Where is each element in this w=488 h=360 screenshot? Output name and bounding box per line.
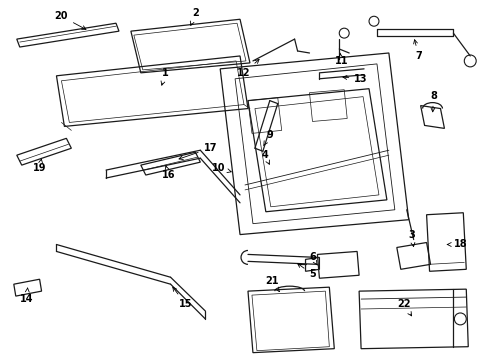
- Text: 14: 14: [20, 288, 33, 304]
- Text: 8: 8: [429, 91, 436, 112]
- Text: 20: 20: [55, 11, 86, 30]
- Text: 1: 1: [161, 68, 169, 85]
- Text: 18: 18: [447, 239, 466, 249]
- Text: 9: 9: [263, 130, 273, 145]
- Text: 15: 15: [172, 287, 192, 309]
- Text: 6: 6: [308, 252, 317, 265]
- Text: 13: 13: [342, 74, 367, 84]
- Text: 2: 2: [190, 8, 198, 25]
- Text: 4: 4: [261, 150, 269, 164]
- Text: 10: 10: [211, 163, 231, 173]
- Text: 3: 3: [407, 230, 414, 247]
- Text: 17: 17: [179, 143, 217, 159]
- Text: 5: 5: [297, 264, 315, 279]
- Text: 16: 16: [162, 166, 175, 180]
- Text: 11: 11: [334, 53, 347, 66]
- Text: 12: 12: [237, 59, 259, 78]
- Text: 21: 21: [264, 276, 279, 292]
- Text: 7: 7: [413, 40, 421, 61]
- Text: 19: 19: [33, 159, 46, 173]
- Text: 22: 22: [396, 299, 411, 316]
